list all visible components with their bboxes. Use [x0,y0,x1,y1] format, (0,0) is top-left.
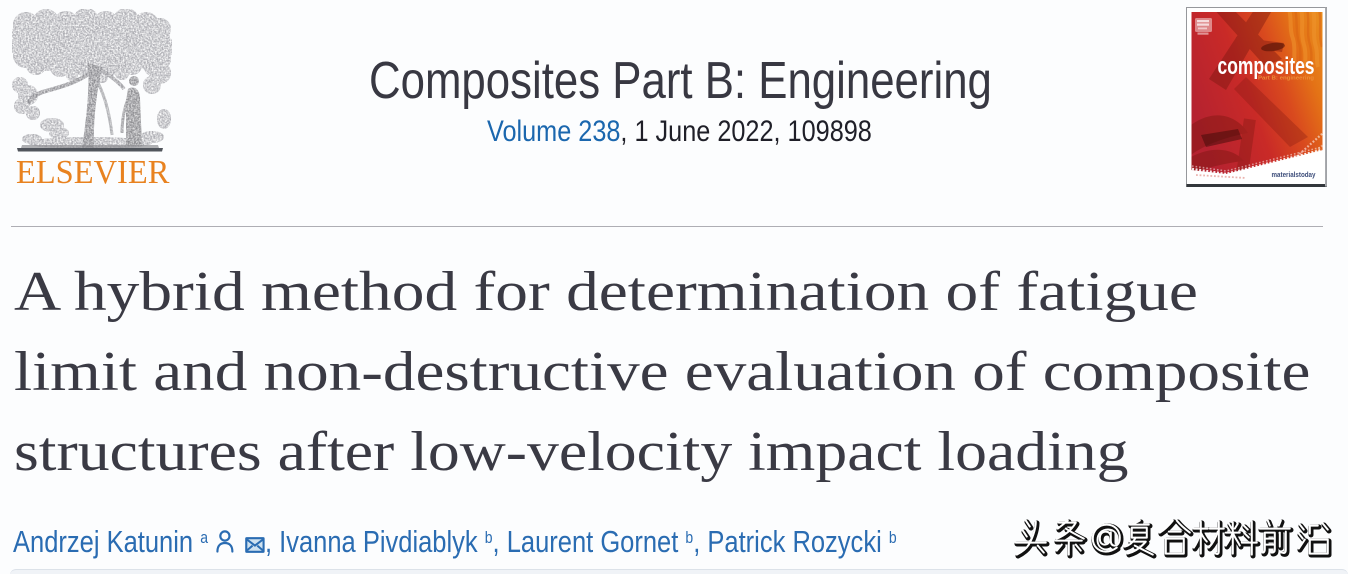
svg-text:Part B: engineering: Part B: engineering [1258,76,1315,82]
svg-text:materialstoday: materialstoday [1272,170,1317,179]
svg-text:composites: composites [1218,53,1315,80]
